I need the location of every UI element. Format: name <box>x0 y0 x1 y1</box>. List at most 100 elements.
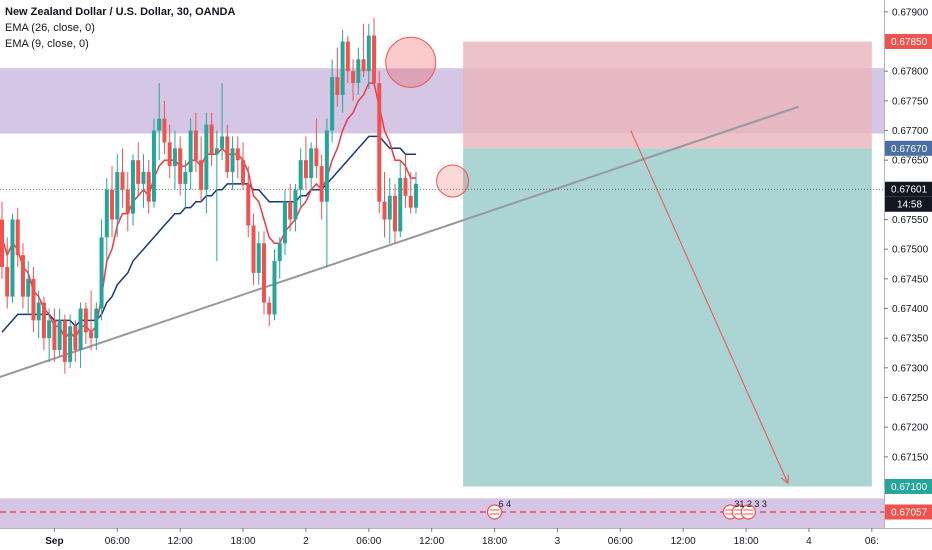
price-tag-bg <box>885 478 932 494</box>
ema-fast-legend[interactable]: EMA (9, close, 0) <box>5 38 89 50</box>
x-tick-label: 06:00 <box>356 536 381 547</box>
x-tick-label: 18:00 <box>482 536 507 547</box>
y-tick-label: 0.67750 <box>892 96 929 107</box>
candle-body <box>309 148 314 178</box>
candles-layer[interactable] <box>0 17 418 374</box>
x-tick-label: 12:00 <box>671 536 696 547</box>
candle-body <box>408 195 413 208</box>
candle-body <box>282 201 287 244</box>
y-tick-label: 0.67150 <box>892 452 929 463</box>
candle-body <box>335 77 340 95</box>
y-tick-label: 0.67250 <box>892 393 929 404</box>
candle-body <box>47 320 52 339</box>
candle-body <box>262 243 266 303</box>
candle-body <box>52 320 57 351</box>
y-tick-label: 0.67800 <box>892 67 929 78</box>
x-tick-label: 2 <box>303 536 309 547</box>
y-tick-label: 0.67450 <box>892 274 929 285</box>
x-tick-label: 18:00 <box>231 536 256 547</box>
y-tick-label: 0.67500 <box>892 245 929 256</box>
y-tick-label: 0.67350 <box>892 334 929 345</box>
y-tick-label: 0.67900 <box>892 7 929 18</box>
candle-body <box>314 148 319 167</box>
time-axis[interactable]: Sep 06:00 12:00 18:00 2 06:00 12:00 18:00 3 06:00… <box>0 528 932 547</box>
candle-body <box>57 320 62 351</box>
price-tag-bg <box>885 34 932 50</box>
x-tick-label: 12:00 <box>168 536 193 547</box>
ema-slow-legend[interactable]: EMA (26, close, 0) <box>5 22 95 34</box>
candle-body <box>220 136 225 149</box>
candle-body <box>303 160 308 178</box>
candle-body <box>246 183 251 226</box>
price-axis-bg <box>884 0 932 528</box>
candle-body <box>193 130 198 161</box>
x-tick-label: 3 <box>555 536 561 547</box>
candle-body <box>31 278 36 321</box>
price-tag-label: 0.67850 <box>891 37 928 48</box>
candle-body <box>20 255 25 297</box>
symbol-title[interactable]: New Zealand Dollar / U.S. Dollar, 30, OA… <box>5 6 236 18</box>
countdown-bg <box>885 196 932 212</box>
stop-price-tag: 0.67850 <box>885 34 932 50</box>
price-tag-bg <box>885 181 932 197</box>
candle-body <box>120 172 125 190</box>
x-tick-label: 12:00 <box>419 536 444 547</box>
candle-body <box>230 148 235 173</box>
price-tag-bg <box>885 504 932 520</box>
candle-body <box>89 332 94 339</box>
candle-body <box>172 148 177 167</box>
projection-arrowhead <box>780 474 789 485</box>
price-tag-label: 0.67670 <box>891 144 928 155</box>
bottom-price-tag: 0.67057 <box>885 504 932 520</box>
candle-body <box>178 148 183 184</box>
y-tick-label: 0.67400 <box>892 304 929 315</box>
candle-body <box>398 177 403 232</box>
y-tick-label: 0.67300 <box>892 363 929 374</box>
candle-body <box>115 172 120 220</box>
current-price-tag: 0.67601 <box>885 181 932 197</box>
us-flag-event-icon <box>740 504 756 520</box>
candle-body <box>366 35 371 72</box>
candle-body <box>78 308 83 351</box>
candle-body <box>62 320 67 362</box>
candle-body <box>413 183 418 208</box>
countdown-label: 14:58 <box>897 200 922 211</box>
candle-body <box>277 243 282 262</box>
price-axis[interactable]: 0.67900 0.67800 0.67750 0.67700 0.67650 0.675… <box>884 0 932 528</box>
zones-layer <box>0 41 884 528</box>
candle-body <box>272 261 277 315</box>
highlight-circle-retest <box>436 164 470 198</box>
target-price-tag: 0.67100 <box>885 478 932 494</box>
y-tick-label: 0.67700 <box>892 126 929 137</box>
candle-body <box>167 142 172 167</box>
y-tick-label: 0.67650 <box>892 156 929 167</box>
take-profit-zone <box>463 148 872 487</box>
candle-body <box>41 302 46 339</box>
ema-26-line <box>1 135 416 333</box>
x-tick-label: 06:00 <box>105 536 130 547</box>
event-label: 6 4 <box>499 499 512 509</box>
event-label: 31 2 3 3 <box>734 499 767 509</box>
candle-body <box>131 160 135 214</box>
countdown-tag: 14:58 <box>885 196 932 212</box>
candle-body <box>209 124 214 155</box>
candle-body <box>73 326 78 351</box>
candle-body <box>68 326 73 362</box>
overlay-layer: 6 4 31 2 3 3 <box>385 36 767 520</box>
stop-loss-zone <box>463 41 872 149</box>
candle-body <box>15 219 20 256</box>
candle-body <box>225 136 230 173</box>
candle-body <box>0 219 4 267</box>
x-tick-label: 06:00 <box>608 536 633 547</box>
candle-body <box>324 130 329 202</box>
candle-body <box>188 130 193 173</box>
candle-body <box>256 243 261 273</box>
us-flag-event-icon <box>486 504 503 520</box>
entry-price-tag: 0.67670 <box>885 140 932 156</box>
y-tick-label: 0.67200 <box>892 423 929 434</box>
candle-body <box>157 118 162 131</box>
candle-body <box>141 172 146 184</box>
candle-body <box>5 266 10 297</box>
x-tick-label: 06: <box>865 536 879 547</box>
